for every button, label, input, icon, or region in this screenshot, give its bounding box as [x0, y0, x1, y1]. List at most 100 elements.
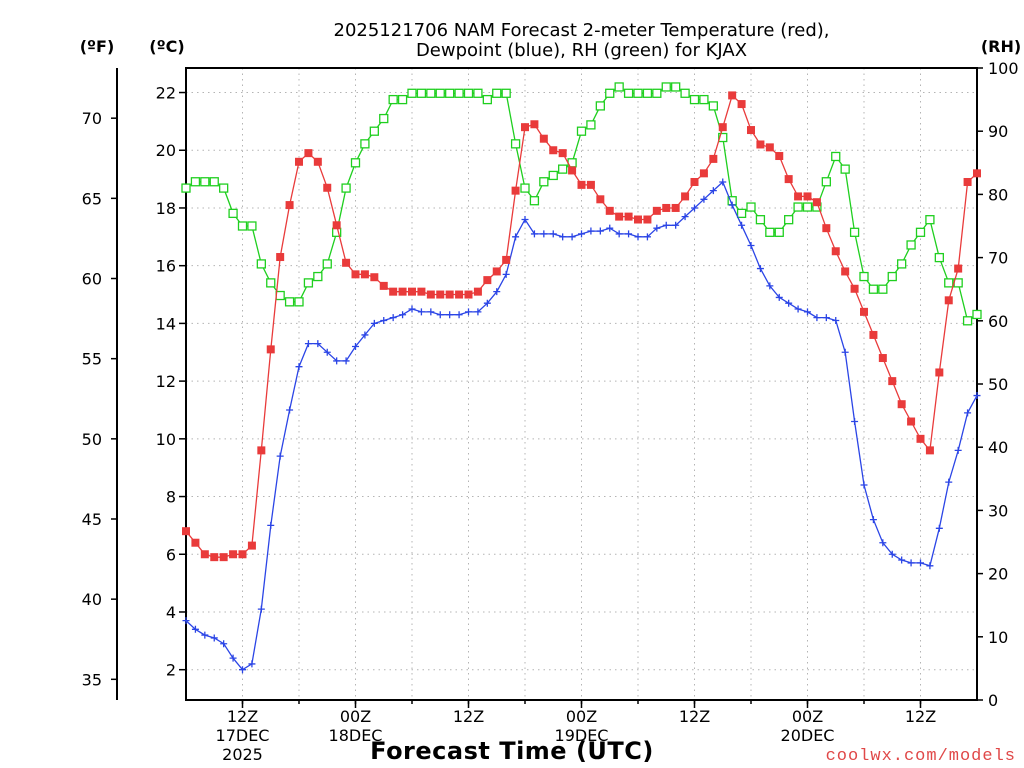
dewpoint-point	[738, 221, 746, 229]
rh-tick-label: 30	[988, 501, 1008, 520]
temperature-point	[568, 166, 577, 175]
dewpoint-point	[766, 282, 774, 290]
dewpoint-point	[239, 666, 246, 674]
temperature-line	[185, 94, 978, 558]
time-tick-label: 00Z	[340, 707, 371, 726]
temperature-point	[483, 276, 492, 285]
temperature-point	[549, 146, 558, 155]
dewpoint-point	[794, 305, 802, 313]
plot-area: 2 4 6 8 10 12 14 16 18 20 22 35 40 45 50 55 60 65 70 0 10 20 3…	[82, 59, 1019, 764]
fahrenheit-tick-label: 65	[82, 189, 102, 208]
dewpoint-point	[352, 342, 359, 350]
celsius-axis-label: (ºC)	[149, 37, 184, 56]
rh-tick-label: 10	[988, 628, 1008, 647]
fahrenheit-tick-label: 40	[82, 590, 102, 609]
rh-point	[831, 151, 841, 162]
temperature-point	[888, 377, 897, 386]
dewpoint-point	[728, 201, 736, 209]
dewpoint-point	[512, 233, 520, 241]
dewpoint-point	[879, 539, 887, 547]
dewpoint-point	[888, 550, 896, 558]
dewpoint-point	[634, 233, 642, 241]
rh-point	[718, 132, 728, 143]
rh-point	[426, 88, 436, 98]
rh-point	[962, 316, 973, 326]
dewpoint-series	[182, 178, 981, 674]
rh-point	[906, 240, 916, 250]
temperature-point	[699, 169, 708, 178]
dewpoint-point	[672, 221, 680, 229]
dewpoint-point	[596, 227, 604, 235]
time-tick-label: 2025	[222, 745, 263, 764]
rh-point	[360, 139, 370, 149]
dewpoint-point	[954, 446, 962, 454]
rh-point	[586, 120, 596, 130]
rh-point	[746, 202, 756, 212]
dewpoint-point	[568, 233, 576, 241]
rh-point	[520, 183, 530, 193]
dewpoint-point	[436, 311, 444, 319]
rh-point	[633, 88, 643, 98]
dewpoint-point	[851, 418, 859, 426]
temperature-point	[436, 290, 445, 299]
time-tick-label: 12Z	[679, 707, 710, 726]
temperature-point	[954, 264, 963, 273]
rh-point	[454, 88, 464, 98]
temperature-point	[831, 247, 840, 256]
dewpoint-point	[945, 478, 953, 486]
rh-tick-label: 90	[988, 122, 1008, 141]
temperature-point	[822, 224, 831, 233]
celsius-tick-label: 14	[156, 314, 176, 333]
temperature-point	[963, 177, 972, 186]
dewpoint-point	[370, 319, 378, 327]
rh-point	[256, 259, 266, 269]
rh-point	[661, 82, 671, 92]
rh-point	[605, 88, 615, 98]
temperature-point	[342, 258, 351, 267]
temperature-point	[765, 143, 774, 152]
rh-point	[595, 101, 605, 111]
dewpoint-point	[248, 660, 256, 668]
dewpoint-point	[408, 305, 416, 313]
temperature-point	[681, 192, 690, 201]
rh-point	[247, 221, 257, 231]
dewpoint-point	[465, 308, 472, 316]
temperature-point	[313, 157, 322, 166]
rh-point	[341, 183, 351, 193]
rh-point	[878, 284, 888, 294]
dewpoint-point	[521, 216, 529, 224]
rh-point	[774, 227, 784, 237]
time-tick-label: 12Z	[453, 707, 484, 726]
temperature-point	[662, 203, 671, 212]
temperature-point	[728, 91, 737, 100]
temperature-point	[323, 183, 332, 192]
rh-tick-label: 50	[988, 375, 1008, 394]
temperature-point	[558, 149, 567, 158]
dewpoint-point	[804, 308, 811, 316]
rh-point	[322, 259, 332, 269]
temperature-point	[784, 175, 793, 184]
dewpoint-point	[380, 317, 388, 325]
dewpoint-point	[700, 195, 708, 203]
temperature-point	[756, 140, 765, 149]
fahrenheit-tick-label: 55	[82, 350, 102, 369]
rh-axis-label: (RH)	[981, 37, 1021, 56]
temperature-point	[841, 267, 850, 276]
temperature-point	[794, 192, 803, 201]
dewpoint-point	[530, 230, 538, 238]
temperature-point	[445, 290, 454, 299]
celsius-tick-label: 22	[156, 84, 176, 103]
temperature-point	[539, 134, 548, 143]
celsius-tick-label: 6	[166, 545, 176, 564]
rh-point	[972, 309, 982, 320]
rh-point	[944, 278, 954, 288]
dewpoint-point	[935, 524, 943, 532]
dewpoint-point	[314, 340, 322, 348]
rh-point	[294, 297, 304, 307]
rh-point	[623, 88, 634, 98]
rh-tick-label: 80	[988, 185, 1008, 204]
dewpoint-point	[304, 340, 312, 348]
dewpoint-point	[841, 348, 849, 356]
dewpoint-point	[860, 481, 868, 489]
